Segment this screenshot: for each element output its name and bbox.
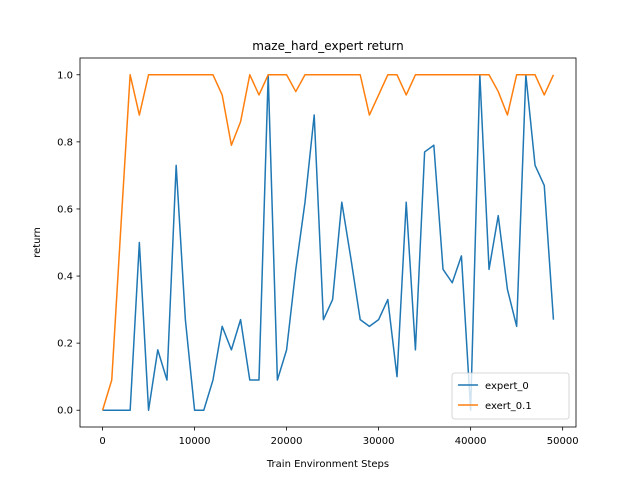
y-tick-label: 0.6 bbox=[57, 204, 73, 215]
y-tick-label: 0.4 bbox=[57, 272, 73, 283]
y-tick-label: 0.2 bbox=[57, 339, 73, 350]
x-tick-label: 20000 bbox=[271, 436, 303, 447]
x-tick-label: 0 bbox=[99, 436, 105, 447]
plot-area bbox=[79, 57, 577, 428]
y-tick-label: 1.0 bbox=[57, 70, 73, 81]
y-tick-label: 0.8 bbox=[57, 137, 73, 148]
series-layer bbox=[101, 74, 555, 411]
x-tick-label: 10000 bbox=[179, 436, 211, 447]
x-tick-label: 40000 bbox=[455, 436, 487, 447]
x-axis-label: Train Environment Steps bbox=[266, 459, 389, 470]
legend: expert_0 exert_0.1 bbox=[451, 372, 570, 420]
chart-title: maze_hard_expert return bbox=[252, 39, 403, 53]
x-tick-label: 50000 bbox=[547, 436, 579, 447]
legend-box bbox=[451, 372, 570, 420]
legend-label: expert_0 bbox=[485, 381, 529, 392]
x-tick-label: 30000 bbox=[363, 436, 395, 447]
series-line-expert_0 bbox=[102, 74, 555, 411]
legend-label: exert_0.1 bbox=[485, 401, 532, 412]
y-axis-label: return bbox=[32, 227, 43, 258]
x-axis: 0 10000 20000 30000 40000 50000 bbox=[99, 427, 579, 447]
y-axis: 0.0 0.2 0.4 0.6 0.8 1.0 bbox=[57, 70, 80, 417]
y-tick-label: 0.0 bbox=[57, 406, 73, 417]
series-line-exert_0.1 bbox=[101, 74, 555, 411]
